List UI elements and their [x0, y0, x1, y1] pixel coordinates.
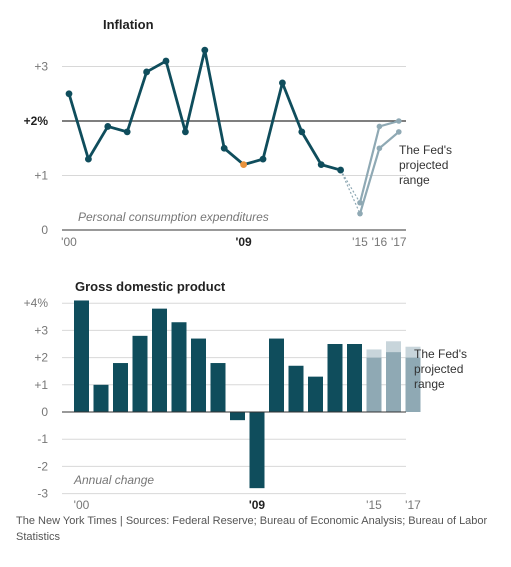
- inflation-y-tick-label: +2%: [24, 114, 49, 128]
- inflation-actual-point: [162, 57, 170, 65]
- inflation-actual-point: [317, 161, 325, 169]
- inflation-title: Inflation: [103, 17, 154, 32]
- inflation-actual-point: [201, 46, 209, 54]
- gdp-range-label: range: [414, 377, 445, 391]
- gdp-bar: [152, 308, 167, 412]
- gdp-y-tick-label: +1: [34, 378, 48, 392]
- inflation-projection-connector: [340, 169, 361, 214]
- gdp-bar: [249, 412, 265, 489]
- inflation-actual-point: [123, 128, 131, 136]
- gdp-x-tick-label: '17: [405, 498, 421, 512]
- gdp-bar: [171, 322, 187, 412]
- gdp-bar: [210, 363, 226, 412]
- inflation-projection-high-point: [357, 199, 363, 206]
- gdp-projection-low-bar: [366, 357, 382, 412]
- gdp-y-tick-label: 0: [41, 405, 48, 419]
- inflation-x-tick-label: '15: [352, 235, 368, 249]
- inflation-y-tick-label: 0: [41, 223, 48, 237]
- inflation-actual-point: [298, 128, 306, 136]
- gdp-x-tick-label: '00: [74, 498, 90, 512]
- gdp-bar: [308, 376, 323, 412]
- gdp-bar: [347, 344, 362, 412]
- inflation-projection-connector: [340, 169, 361, 204]
- inflation-x-tick-label: '09: [235, 235, 252, 249]
- inflation-x-tick-label: '16: [372, 235, 388, 249]
- gdp-bar: [230, 412, 245, 421]
- inflation-actual-line: [67, 48, 341, 172]
- inflation-actual-point: [220, 144, 228, 152]
- gdp-bar: [132, 335, 148, 412]
- gdp-bar: [269, 338, 284, 412]
- gdp-y-tick-label: +3: [34, 323, 48, 337]
- inflation-range-label: The Fed's: [399, 143, 452, 157]
- gdp-annotation: Annual change: [73, 473, 154, 487]
- inflation-annotation: Personal consumption expenditures: [78, 210, 269, 224]
- gdp-x-tick-label: '09: [249, 498, 266, 512]
- gdp-range-label: The Fed's: [414, 347, 467, 361]
- gdp-bar: [327, 344, 343, 412]
- inflation-projection-low-point: [396, 129, 402, 135]
- gdp-y-tick-label: -3: [37, 487, 48, 501]
- inflation-actual-point: [182, 128, 189, 136]
- gdp-bar: [93, 384, 109, 412]
- inflation-x-tick-label: '17: [391, 235, 407, 249]
- inflation-x-tick-label: '00: [61, 235, 77, 249]
- gdp-bar: [288, 365, 304, 412]
- gdp-projection-low-bar: [386, 352, 401, 412]
- inflation-projection-low-point: [376, 145, 383, 152]
- inflation-actual-point: [259, 155, 267, 163]
- inflation-projection-low-line: [358, 131, 400, 214]
- gdp-y-tick-label: +2: [34, 351, 48, 365]
- inflation-y-tick-label: +3: [34, 60, 48, 74]
- gdp-y-tick-label: +4%: [24, 296, 49, 310]
- inflation-actual-point: [85, 155, 92, 163]
- inflation-actual-point: [143, 68, 151, 76]
- gdp-bar: [74, 300, 89, 412]
- inflation-projection-high-point: [376, 123, 383, 130]
- gdp-range-label: projected: [414, 362, 463, 376]
- inflation-actual-point: [104, 123, 112, 130]
- gdp-y-tick-label: -2: [37, 459, 48, 473]
- inflation-projection-low-point: [357, 210, 363, 217]
- inflation-range-label: projected: [399, 158, 448, 172]
- gdp-x-tick-label: '15: [366, 498, 382, 512]
- source-credit: The New York Times | Sources: Federal Re…: [16, 515, 488, 543]
- inflation-actual-point: [337, 166, 344, 174]
- gdp-projection-low-bar: [405, 357, 421, 412]
- inflation-highlight-point: [240, 161, 248, 169]
- gdp-title: Gross domestic product: [75, 279, 226, 294]
- inflation-y-tick-label: +1: [34, 169, 48, 183]
- gdp-bar: [191, 338, 206, 412]
- inflation-actual-point: [65, 90, 73, 98]
- inflation-projection-high-point: [396, 118, 402, 124]
- gdp-y-tick-label: -1: [37, 432, 48, 446]
- inflation-range-label: range: [399, 173, 430, 187]
- inflation-actual-point: [279, 79, 286, 87]
- gdp-bar: [113, 363, 128, 412]
